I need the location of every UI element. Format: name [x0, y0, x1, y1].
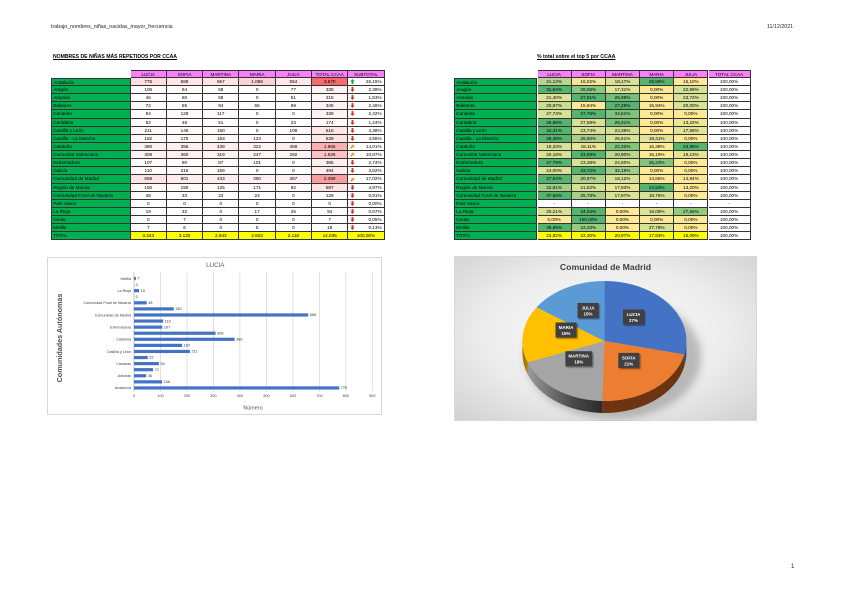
svg-text:Andalucía: Andalucía — [115, 386, 132, 390]
svg-text:15%: 15% — [583, 312, 592, 317]
svg-text:Comunidad de Madrid: Comunidad de Madrid — [95, 313, 131, 317]
svg-text:900: 900 — [369, 394, 375, 398]
svg-text:48: 48 — [148, 301, 152, 305]
svg-text:211: 211 — [192, 350, 198, 354]
svg-text:800: 800 — [343, 394, 349, 398]
svg-text:150: 150 — [176, 307, 182, 311]
svg-text:Cataluña: Cataluña — [116, 338, 132, 342]
svg-text:200: 200 — [184, 394, 190, 398]
svg-text:Canarias: Canarias — [116, 362, 131, 366]
svg-text:0: 0 — [136, 295, 138, 299]
svg-text:Castilla y León: Castilla y León — [107, 350, 131, 354]
svg-text:300: 300 — [210, 394, 216, 398]
svg-text:Número: Número — [244, 406, 263, 412]
svg-text:46: 46 — [148, 374, 152, 378]
svg-text:72: 72 — [155, 368, 159, 372]
svg-text:MARTINA: MARTINA — [568, 354, 589, 359]
svg-text:400: 400 — [237, 394, 243, 398]
svg-text:0: 0 — [136, 283, 138, 287]
svg-text:SOFIA: SOFIA — [622, 355, 637, 360]
svg-text:110: 110 — [165, 319, 171, 323]
svg-text:0: 0 — [133, 394, 135, 398]
svg-text:Melilla: Melilla — [121, 277, 132, 281]
svg-text:Comunidades Autónomas: Comunidades Autónomas — [55, 294, 64, 383]
svg-text:94: 94 — [161, 362, 165, 366]
svg-text:19: 19 — [141, 289, 145, 293]
svg-text:Comunidad Foral de Navarra: Comunidad Foral de Navarra — [84, 301, 132, 305]
svg-text:15%: 15% — [561, 331, 570, 336]
svg-text:106: 106 — [164, 380, 170, 384]
svg-text:Comunidad de Madrid: Comunidad de Madrid — [560, 262, 651, 272]
svg-text:107: 107 — [164, 325, 170, 329]
svg-text:52: 52 — [150, 356, 154, 360]
svg-text:Asturias: Asturias — [118, 374, 131, 378]
svg-text:308: 308 — [217, 332, 223, 336]
svg-text:182: 182 — [184, 344, 190, 348]
svg-text:JULIA: JULIA — [581, 306, 595, 311]
svg-text:380: 380 — [236, 338, 242, 342]
svg-text:MARIA: MARIA — [559, 325, 574, 330]
svg-text:600: 600 — [290, 394, 296, 398]
svg-text:500: 500 — [263, 394, 269, 398]
svg-text:658: 658 — [310, 313, 316, 317]
svg-text:LUCIA: LUCIA — [206, 262, 225, 269]
svg-text:LUCIA: LUCIA — [627, 312, 641, 317]
svg-text:18%: 18% — [574, 360, 583, 365]
svg-text:7: 7 — [138, 277, 140, 281]
svg-text:27%: 27% — [629, 318, 638, 323]
svg-text:700: 700 — [316, 394, 322, 398]
svg-text:775: 775 — [341, 386, 347, 390]
svg-text:21%: 21% — [624, 361, 633, 366]
svg-text:La Rioja: La Rioja — [118, 289, 132, 293]
svg-text:Extremadura: Extremadura — [110, 326, 132, 330]
svg-text:100: 100 — [158, 394, 164, 398]
